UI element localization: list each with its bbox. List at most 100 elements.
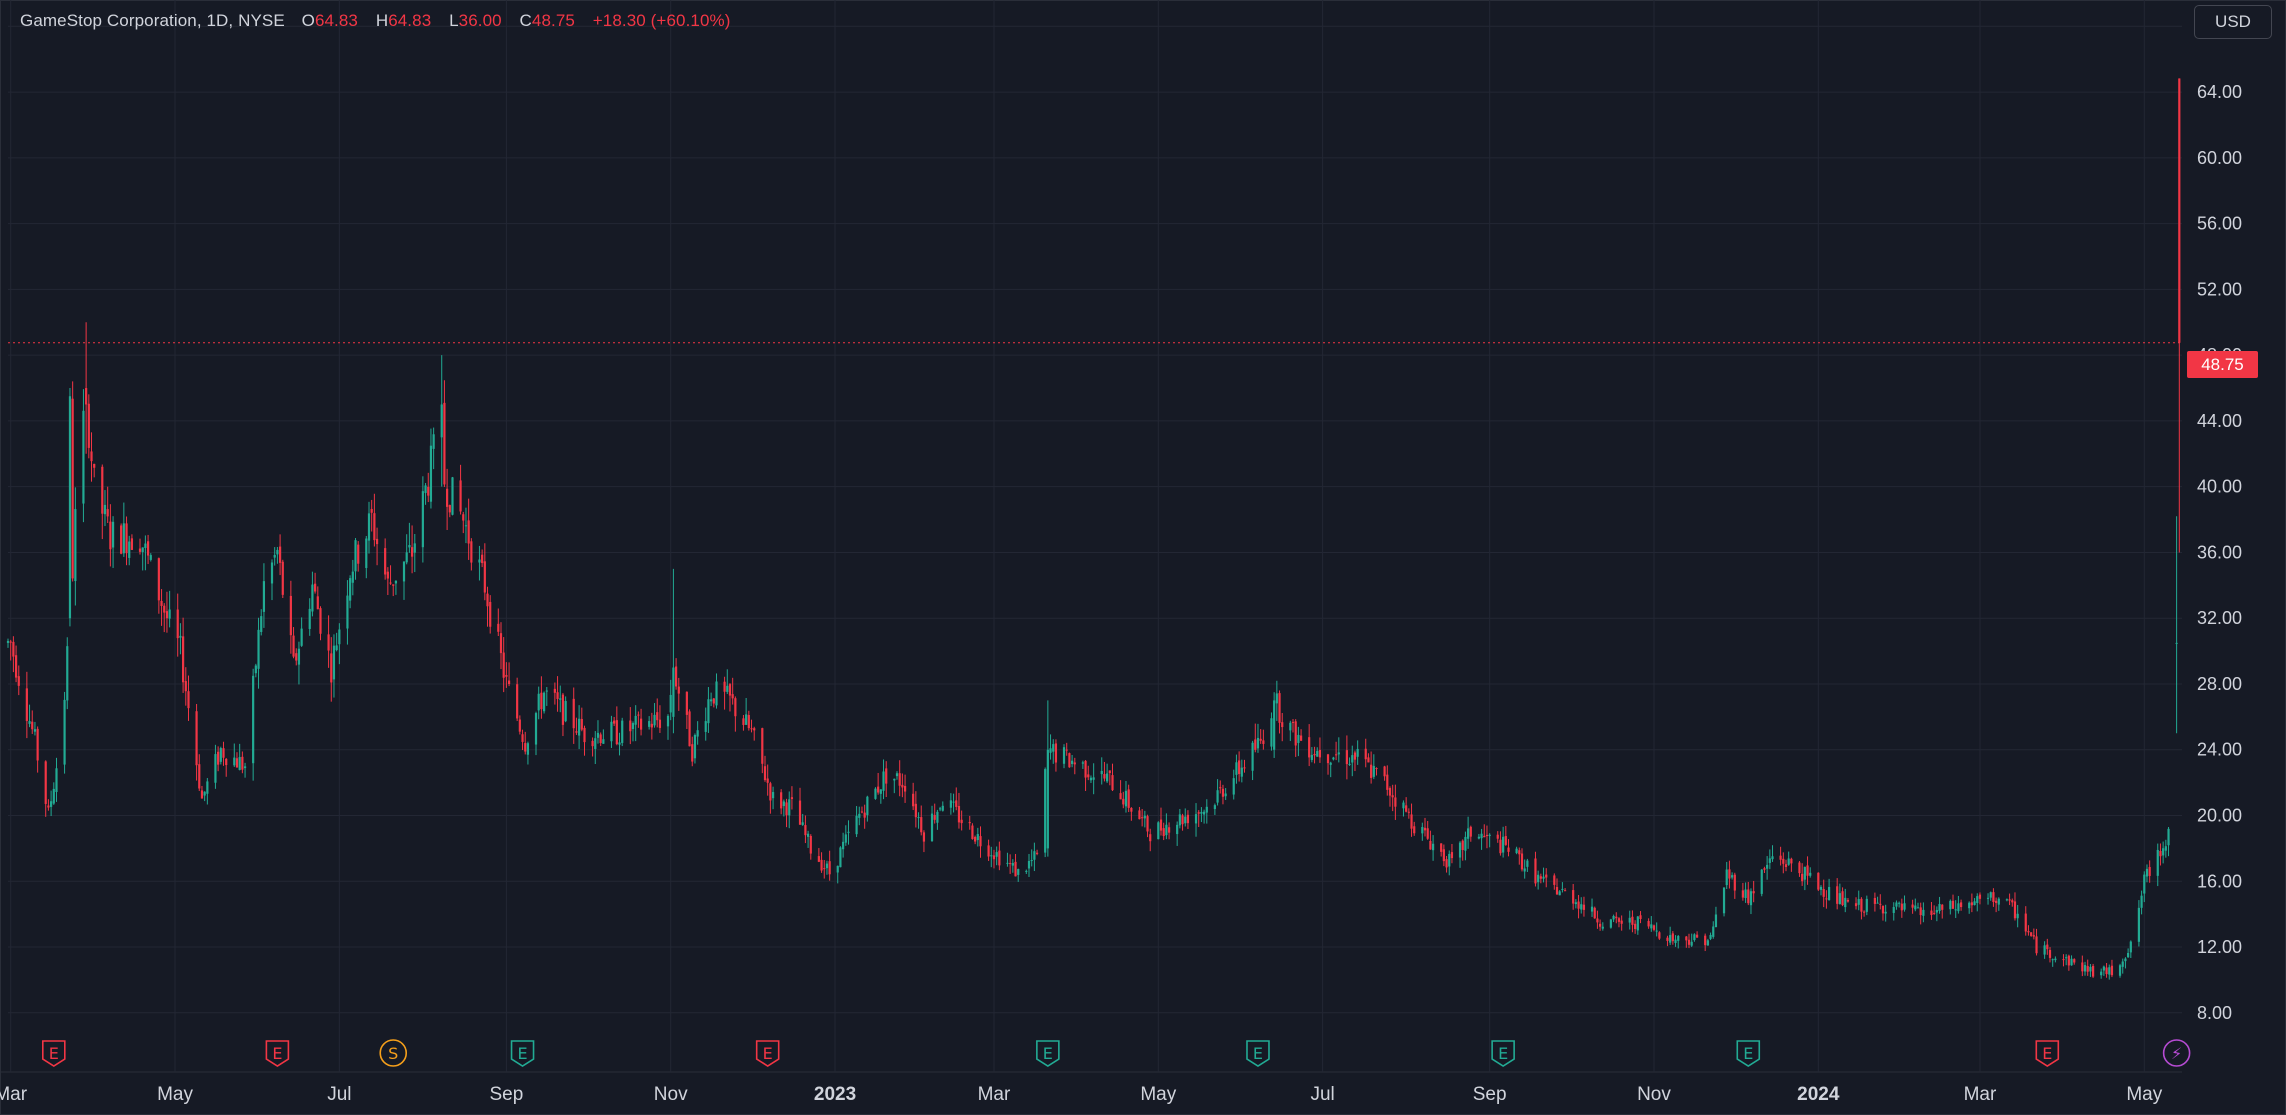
candle-body xyxy=(332,645,336,680)
interval[interactable]: 1D xyxy=(206,11,229,30)
candle-body xyxy=(1957,903,1960,912)
candle xyxy=(801,813,804,826)
candle xyxy=(806,830,810,848)
candle xyxy=(820,852,823,873)
candle-body xyxy=(1693,934,1696,941)
candle-body xyxy=(1841,891,1844,906)
time-tick-label: Mar xyxy=(978,1084,1011,1105)
candle xyxy=(1035,849,1039,856)
candle-body xyxy=(992,855,996,860)
candle xyxy=(1238,751,1241,782)
candle xyxy=(1617,917,1621,928)
candle xyxy=(252,668,255,781)
candle xyxy=(198,754,201,791)
symbol-name[interactable]: GameStop Corporation xyxy=(20,11,197,30)
candle-body xyxy=(1251,742,1254,771)
candle xyxy=(1787,851,1790,866)
candle xyxy=(895,771,899,780)
candle-body xyxy=(1954,909,1957,911)
candle-body xyxy=(1731,875,1734,878)
candle-body xyxy=(707,699,710,724)
candle xyxy=(516,677,519,722)
candle-body xyxy=(1197,812,1200,814)
candle xyxy=(1407,808,1410,819)
candle-body xyxy=(316,596,319,610)
candle-body xyxy=(763,766,767,781)
candle xyxy=(631,721,635,742)
candle-body xyxy=(375,538,379,545)
candle xyxy=(440,355,443,487)
candle xyxy=(1216,779,1219,806)
candle xyxy=(903,774,907,803)
candle xyxy=(421,476,424,563)
candle xyxy=(610,715,613,748)
candle xyxy=(1270,712,1273,751)
earnings-shape xyxy=(2035,1040,2060,1067)
candle xyxy=(518,715,521,735)
candle xyxy=(2032,928,2035,940)
candle xyxy=(1310,747,1313,763)
candle-body xyxy=(1563,890,1567,892)
candle xyxy=(149,553,152,562)
candle-body xyxy=(214,754,217,783)
candle xyxy=(1289,720,1292,742)
candle xyxy=(2164,839,2167,858)
candle-body xyxy=(836,865,839,873)
candle-body xyxy=(674,666,678,687)
candle-body xyxy=(669,694,672,713)
candle-body xyxy=(486,593,489,607)
candle xyxy=(1876,896,1879,904)
candle xyxy=(1744,882,1747,903)
candle xyxy=(1933,905,1936,915)
candle-body xyxy=(1014,861,1017,877)
candle-body xyxy=(1838,893,1841,905)
candle xyxy=(138,538,142,555)
candle-body xyxy=(1806,865,1809,876)
candle xyxy=(1825,890,1828,909)
candle xyxy=(1895,900,1898,910)
candle xyxy=(1318,737,1322,763)
candle xyxy=(521,729,524,751)
price-tick-label: 8.00 xyxy=(2197,1003,2232,1023)
candle xyxy=(1054,739,1058,772)
candle-body xyxy=(1467,828,1470,839)
candle xyxy=(672,568,675,734)
candle-body xyxy=(1817,872,1820,890)
candle-body xyxy=(1763,868,1766,870)
candle xyxy=(1954,900,1957,918)
candle-body xyxy=(710,699,713,702)
currency-button[interactable]: USD xyxy=(2194,5,2272,39)
candle-body xyxy=(1294,721,1297,746)
candle xyxy=(483,543,486,601)
candle-body xyxy=(1431,843,1435,851)
candle-body xyxy=(1367,757,1370,763)
candle-body xyxy=(839,847,842,868)
candle xyxy=(354,538,357,580)
candle-body xyxy=(1577,901,1580,909)
candle xyxy=(1836,878,1839,910)
candle xyxy=(685,691,688,729)
candle-body xyxy=(877,786,880,793)
candle-body xyxy=(974,836,977,842)
candle-body xyxy=(1768,858,1771,863)
candle-body xyxy=(806,833,810,837)
candle-body xyxy=(1213,805,1216,810)
candle-body xyxy=(893,778,896,781)
candle xyxy=(36,726,39,773)
candle-body xyxy=(478,559,481,563)
candle-body xyxy=(516,684,519,719)
candle xyxy=(1186,810,1190,829)
candle xyxy=(144,535,147,571)
candle-body xyxy=(1103,774,1106,779)
candle-body xyxy=(90,451,93,462)
candle-body xyxy=(1488,834,1491,836)
candle xyxy=(1846,898,1850,903)
candle-body xyxy=(1073,762,1076,765)
candle xyxy=(1768,849,1771,870)
candle xyxy=(745,697,748,725)
event-label: E xyxy=(763,1044,773,1063)
candle-body xyxy=(1803,866,1806,880)
candle xyxy=(1259,729,1262,744)
candle-body xyxy=(160,600,163,606)
